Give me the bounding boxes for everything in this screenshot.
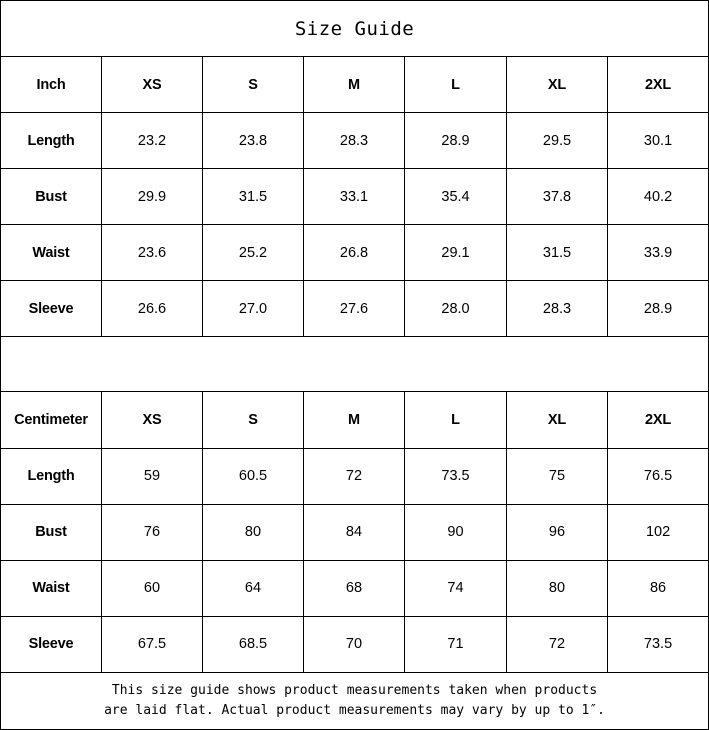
table-row: Bust 29.9 31.5 33.1 35.4 37.8 40.2 bbox=[0, 168, 709, 226]
table-row: Bust 76 80 84 90 96 102 bbox=[0, 503, 709, 561]
table-row: Waist 23.6 25.2 26.8 29.1 31.5 33.9 bbox=[0, 224, 709, 282]
inch-size-header-xs: XS bbox=[101, 56, 203, 114]
inch-sleeve-m: 27.6 bbox=[303, 280, 405, 338]
centimeter-unit-label: Centimeter bbox=[0, 391, 102, 449]
inch-bust-l: 35.4 bbox=[404, 168, 507, 226]
inch-size-header-xl: XL bbox=[506, 56, 608, 114]
cm-bust-s: 80 bbox=[202, 503, 304, 561]
inch-waist-m: 26.8 bbox=[303, 224, 405, 282]
cm-waist-m: 68 bbox=[303, 559, 405, 617]
inch-header-row: Inch XS S M L XL 2XL bbox=[0, 56, 709, 114]
inch-length-2xl: 30.1 bbox=[606, 112, 709, 170]
cm-waist-l: 74 bbox=[404, 559, 507, 617]
cm-row-label-bust: Bust bbox=[0, 503, 102, 561]
cm-bust-xs: 76 bbox=[101, 503, 203, 561]
inch-bust-m: 33.1 bbox=[303, 168, 405, 226]
inch-bust-2xl: 40.2 bbox=[606, 168, 709, 226]
footer-row: This size guide shows product measuremen… bbox=[0, 671, 709, 730]
inch-sleeve-xl: 28.3 bbox=[506, 280, 608, 338]
table-row: Sleeve 26.6 27.0 27.6 28.0 28.3 28.9 bbox=[0, 280, 709, 338]
inch-size-header-s: S bbox=[202, 56, 304, 114]
inch-waist-xs: 23.6 bbox=[101, 224, 203, 282]
table-spacer-row bbox=[0, 336, 709, 393]
table-row: Length 59 60.5 72 73.5 75 76.5 bbox=[0, 447, 709, 505]
table-row: Sleeve 67.5 68.5 70 71 72 73.5 bbox=[0, 615, 709, 673]
inch-row-label-length: Length bbox=[0, 112, 102, 170]
inch-row-label-bust: Bust bbox=[0, 168, 102, 226]
inch-waist-s: 25.2 bbox=[202, 224, 304, 282]
cm-sleeve-xs: 67.5 bbox=[101, 615, 203, 673]
cm-waist-xl: 80 bbox=[506, 559, 608, 617]
size-guide-note-line-1: This size guide shows product measuremen… bbox=[111, 682, 598, 698]
cm-length-2xl: 76.5 bbox=[606, 447, 709, 505]
page-title: Size Guide bbox=[0, 0, 709, 58]
cm-row-label-waist: Waist bbox=[0, 559, 102, 617]
cm-sleeve-2xl: 73.5 bbox=[606, 615, 709, 673]
inch-length-xl: 29.5 bbox=[506, 112, 608, 170]
cm-waist-s: 64 bbox=[202, 559, 304, 617]
cm-size-header-l: L bbox=[404, 391, 507, 449]
inch-row-label-sleeve: Sleeve bbox=[0, 280, 102, 338]
inch-length-l: 28.9 bbox=[404, 112, 507, 170]
table-row: Length 23.2 23.8 28.3 28.9 29.5 30.1 bbox=[0, 112, 709, 170]
inch-length-m: 28.3 bbox=[303, 112, 405, 170]
inch-size-header-m: M bbox=[303, 56, 405, 114]
size-guide-note-line-2: are laid flat. Actual product measuremen… bbox=[104, 702, 605, 718]
cm-length-xl: 75 bbox=[506, 447, 608, 505]
cm-waist-xs: 60 bbox=[101, 559, 203, 617]
cm-waist-2xl: 86 bbox=[606, 559, 709, 617]
cm-row-label-length: Length bbox=[0, 447, 102, 505]
cm-bust-m: 84 bbox=[303, 503, 405, 561]
inch-waist-l: 29.1 bbox=[404, 224, 507, 282]
inch-length-xs: 23.2 bbox=[101, 112, 203, 170]
table-row: Waist 60 64 68 74 80 86 bbox=[0, 559, 709, 617]
cm-length-s: 60.5 bbox=[202, 447, 304, 505]
inch-bust-s: 31.5 bbox=[202, 168, 304, 226]
cm-sleeve-s: 68.5 bbox=[202, 615, 304, 673]
cm-size-header-xs: XS bbox=[101, 391, 203, 449]
cm-size-header-m: M bbox=[303, 391, 405, 449]
inch-bust-xs: 29.9 bbox=[101, 168, 203, 226]
inch-waist-2xl: 33.9 bbox=[606, 224, 709, 282]
cm-sleeve-xl: 72 bbox=[506, 615, 608, 673]
inch-unit-label: Inch bbox=[0, 56, 102, 114]
cm-bust-l: 90 bbox=[404, 503, 507, 561]
inch-sleeve-s: 27.0 bbox=[202, 280, 304, 338]
cm-sleeve-m: 70 bbox=[303, 615, 405, 673]
inch-size-header-l: L bbox=[404, 56, 507, 114]
cm-bust-xl: 96 bbox=[506, 503, 608, 561]
cm-row-label-sleeve: Sleeve bbox=[0, 615, 102, 673]
size-guide-note: This size guide shows product measuremen… bbox=[0, 671, 709, 730]
inch-length-s: 23.8 bbox=[202, 112, 304, 170]
inch-waist-xl: 31.5 bbox=[506, 224, 608, 282]
cm-sleeve-l: 71 bbox=[404, 615, 507, 673]
cm-length-xs: 59 bbox=[101, 447, 203, 505]
inch-size-header-2xl: 2XL bbox=[606, 56, 709, 114]
cm-size-header-s: S bbox=[202, 391, 304, 449]
table-spacer-cell bbox=[0, 336, 709, 393]
inch-bust-xl: 37.8 bbox=[506, 168, 608, 226]
centimeter-header-row: Centimeter XS S M L XL 2XL bbox=[0, 391, 709, 449]
cm-length-l: 73.5 bbox=[404, 447, 507, 505]
inch-sleeve-l: 28.0 bbox=[404, 280, 507, 338]
cm-size-header-2xl: 2XL bbox=[606, 391, 709, 449]
title-row: Size Guide bbox=[0, 0, 709, 58]
inch-sleeve-2xl: 28.9 bbox=[606, 280, 709, 338]
cm-bust-2xl: 102 bbox=[606, 503, 709, 561]
cm-size-header-xl: XL bbox=[506, 391, 608, 449]
inch-sleeve-xs: 26.6 bbox=[101, 280, 203, 338]
inch-row-label-waist: Waist bbox=[0, 224, 102, 282]
cm-length-m: 72 bbox=[303, 447, 405, 505]
